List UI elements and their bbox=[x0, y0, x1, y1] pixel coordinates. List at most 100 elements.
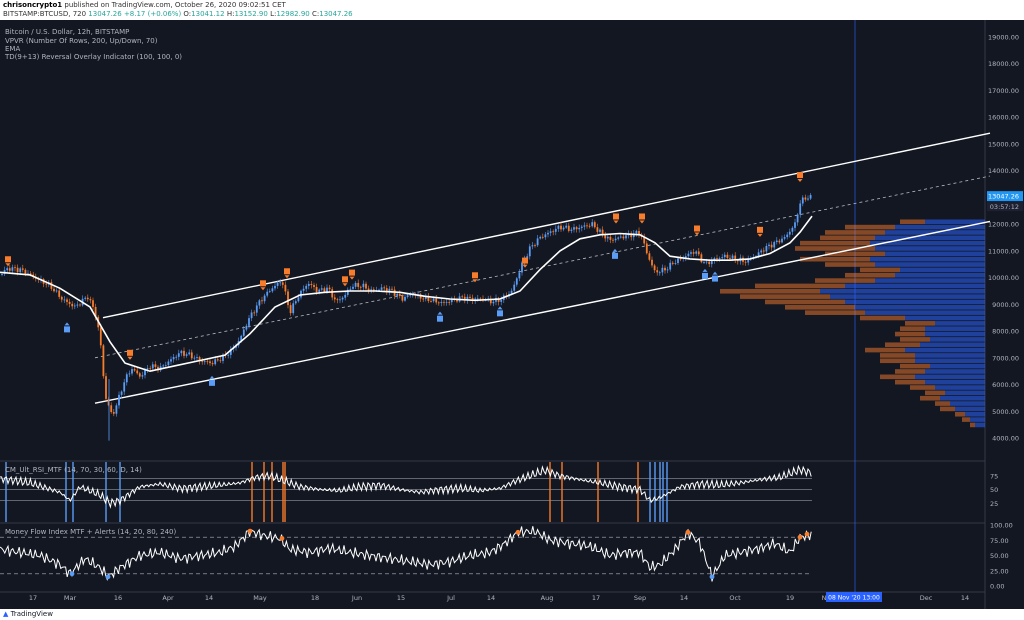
last-price-tag-text: 13047.26 bbox=[988, 193, 1019, 201]
tradingview-logo[interactable]: ▲ TradingView bbox=[3, 610, 53, 618]
price-tick-label: 4000.00 bbox=[992, 435, 1019, 443]
candle bbox=[510, 290, 513, 294]
countdown-tag-text: 03:57:12 bbox=[990, 203, 1019, 211]
close-value: 13047.26 bbox=[319, 10, 353, 18]
volume-profile-bar bbox=[740, 294, 830, 299]
mfi-pane: 100.00 75.00 50.00 25.00 0.00 bbox=[0, 522, 1013, 591]
candle bbox=[118, 394, 120, 406]
candle bbox=[11, 267, 14, 271]
candle bbox=[778, 240, 781, 243]
candle bbox=[684, 256, 687, 258]
candle bbox=[201, 361, 204, 363]
mfi-tick-label: 25.00 bbox=[990, 567, 1009, 575]
price-tick-label: 9000.00 bbox=[992, 301, 1019, 309]
volume-profile-bar bbox=[785, 305, 855, 310]
candle bbox=[781, 238, 783, 243]
mfi-title: Money Flow Index MTF + Alerts (14, 20, 8… bbox=[5, 528, 177, 536]
time-tick-label: 15 bbox=[397, 594, 405, 602]
candle bbox=[775, 240, 778, 243]
candle bbox=[79, 304, 81, 306]
candle bbox=[528, 246, 531, 257]
volume-profile-bar bbox=[915, 358, 985, 364]
td-buy-marker bbox=[437, 315, 443, 322]
candle bbox=[573, 227, 575, 230]
candle bbox=[736, 260, 739, 262]
volume-profile-bar bbox=[825, 262, 875, 267]
td-sell-marker bbox=[757, 226, 763, 233]
candle bbox=[794, 222, 796, 228]
volume-profile-bar bbox=[880, 353, 915, 358]
candle bbox=[183, 350, 185, 356]
candle bbox=[565, 225, 568, 228]
author-name[interactable]: chrisoncrypto1 bbox=[3, 1, 63, 9]
time-tick-label: 14 bbox=[680, 594, 688, 602]
td-buy-arrow bbox=[702, 268, 708, 272]
td-sell-arrow bbox=[5, 263, 11, 267]
legend-ema: EMA bbox=[5, 45, 21, 53]
candle bbox=[29, 273, 32, 275]
candle bbox=[695, 251, 698, 254]
candle bbox=[175, 356, 178, 358]
candle bbox=[391, 288, 393, 290]
candle bbox=[196, 357, 198, 358]
legend-title: Bitcoin / U.S. Dollar, 12h, BITSTAMP bbox=[5, 28, 130, 36]
volume-profile-bar bbox=[805, 310, 865, 315]
candle bbox=[617, 237, 620, 239]
ema-line bbox=[0, 215, 813, 373]
candle bbox=[471, 297, 474, 301]
volume-profile-bar bbox=[875, 246, 985, 251]
candle bbox=[203, 361, 206, 363]
td-sell-marker bbox=[639, 213, 645, 220]
volume-profile-bar bbox=[925, 379, 985, 385]
candle bbox=[664, 267, 666, 271]
candle bbox=[762, 250, 765, 252]
candle bbox=[313, 285, 315, 287]
td-sell-arrow bbox=[342, 283, 348, 287]
td-sell-marker bbox=[472, 272, 478, 279]
time-tick-label: 18 bbox=[311, 594, 319, 602]
candle bbox=[518, 272, 521, 279]
volume-profile-bar bbox=[970, 417, 985, 422]
chart-canvas[interactable]: 75 50 25 100.00 75.00 50.00 25.00 0.00 19000.0… bbox=[0, 20, 1024, 609]
candle bbox=[651, 259, 653, 266]
volume-profile-bar bbox=[920, 342, 985, 348]
volume-profile-bar bbox=[975, 422, 985, 428]
volume-profile-bar bbox=[920, 395, 940, 401]
volume-profile-bar bbox=[950, 401, 985, 406]
candle bbox=[450, 299, 453, 303]
candle bbox=[305, 285, 308, 289]
volume-profile-bar bbox=[925, 331, 985, 337]
candle bbox=[68, 301, 71, 304]
candle bbox=[625, 235, 627, 239]
candle bbox=[497, 297, 500, 302]
volume-profile-bar bbox=[940, 406, 955, 412]
candle bbox=[788, 231, 791, 235]
candle bbox=[6, 268, 9, 271]
candle bbox=[354, 282, 357, 287]
candle bbox=[16, 267, 19, 273]
mfi-overbought-dot bbox=[804, 531, 810, 537]
price-tick-label: 19000.00 bbox=[988, 34, 1019, 42]
td-buy-arrow bbox=[64, 322, 70, 326]
volume-profile-bar bbox=[845, 272, 895, 278]
candle bbox=[362, 283, 365, 288]
candle bbox=[339, 299, 341, 301]
candle bbox=[560, 225, 562, 230]
candle bbox=[60, 296, 63, 300]
time-cursor-tag-text: 08 Nov '20 13:00 bbox=[828, 595, 880, 602]
candle bbox=[757, 252, 760, 257]
candle bbox=[307, 283, 310, 286]
volume-profile-bar bbox=[905, 315, 985, 321]
candle bbox=[645, 243, 648, 254]
candle bbox=[344, 294, 347, 298]
low-value: 12982.90 bbox=[276, 10, 310, 18]
volume-profile-bar bbox=[800, 256, 870, 262]
price-tick-label: 11000.00 bbox=[988, 247, 1019, 255]
candle bbox=[809, 195, 812, 199]
candle bbox=[531, 245, 534, 247]
price-tick-label: 7000.00 bbox=[992, 354, 1019, 362]
candle bbox=[289, 305, 292, 314]
candle bbox=[385, 288, 388, 292]
candle bbox=[578, 227, 581, 230]
axes: 19000.00 18000.00 17000.00 16000.00 15000.00… bbox=[29, 34, 1023, 602]
